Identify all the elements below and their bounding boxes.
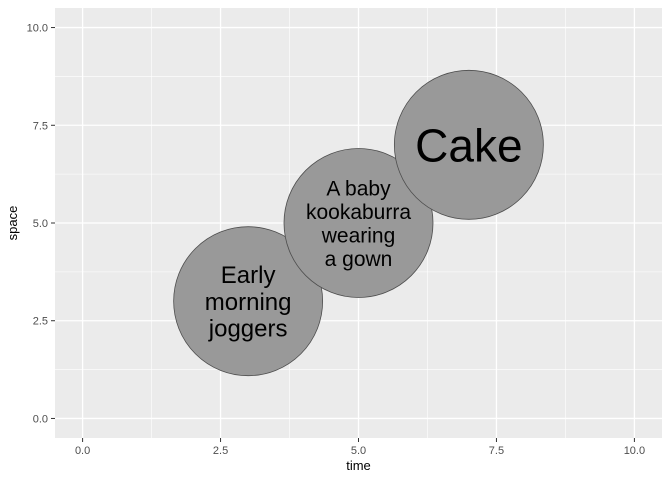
data-label-line: a gown <box>325 248 393 271</box>
y-tick-label: 2.5 <box>33 316 48 328</box>
data-label-line: morning <box>205 289 292 316</box>
y-axis: 0.0 2.5 5.0 7.5 10.0 <box>27 23 55 425</box>
y-axis-title: space <box>5 206 20 241</box>
x-axis-title: time <box>346 458 371 473</box>
data-point: Cake <box>393 69 544 220</box>
data-label: Early morning joggers <box>205 262 292 343</box>
data-label-line: Cake <box>415 119 522 171</box>
data-point: Early morning joggers <box>173 226 324 377</box>
data-label-line: wearing <box>321 224 396 247</box>
y-tick-label: 5.0 <box>33 218 48 230</box>
y-tick-label: 0.0 <box>33 413 48 425</box>
data-label-line: A baby <box>326 177 391 200</box>
data-label: A baby kookaburra wearing a gown <box>306 177 411 271</box>
data-point: A baby kookaburra wearing a gown <box>283 148 434 298</box>
data-circle <box>283 148 434 298</box>
y-tick-label: 10.0 <box>27 23 48 35</box>
x-tick-label: 7.5 <box>489 445 504 457</box>
data-circle <box>393 69 544 220</box>
x-tick-label: 5.0 <box>351 445 366 457</box>
y-tick-label: 7.5 <box>33 120 48 132</box>
data-circle <box>173 226 324 377</box>
data-label-line: Early <box>221 262 276 289</box>
data-label: Cake <box>415 119 522 171</box>
data-label-line: kookaburra <box>306 201 411 224</box>
x-tick-label: 10.0 <box>624 445 645 457</box>
x-tick-label: 0.0 <box>75 445 90 457</box>
data-label-line: joggers <box>208 316 288 343</box>
x-axis: 0.0 2.5 5.0 7.5 10.0 <box>75 438 645 457</box>
x-tick-label: 2.5 <box>213 445 228 457</box>
